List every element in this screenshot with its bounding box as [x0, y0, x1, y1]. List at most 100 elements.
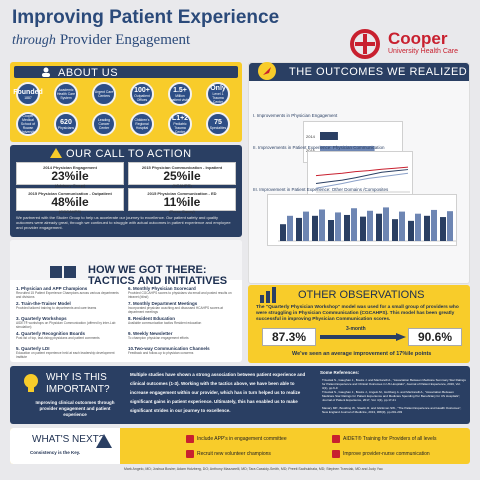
- about-stat-label: Physicians: [57, 125, 75, 130]
- about-heading: ABOUT US: [58, 67, 119, 79]
- tactic-title: 8. Resident Education: [128, 316, 176, 321]
- cta-box-value: 25%ile: [163, 169, 201, 183]
- why-middle-text: Multiple studies have shown a strong ass…: [130, 372, 306, 413]
- tactic-desc: Education on patient experience held at …: [16, 351, 115, 359]
- next-item-text: Include APP's in engagement committee: [197, 436, 287, 442]
- tactic-title: 1. Physician and APP Champions: [16, 286, 88, 291]
- tactics-heading-1: HOW WE GOT THERE:: [88, 264, 207, 276]
- next-panel: WHAT'S NEXT? Consistency is the Key. Inc…: [10, 428, 470, 464]
- before-percent: 87.3%: [262, 328, 316, 346]
- chart-bar: [280, 224, 286, 241]
- about-stat: Only Level 1 Trauma Center: [206, 82, 230, 106]
- mountain-icon: [96, 434, 112, 448]
- about-stat: 100+ Outpatient Offices: [130, 82, 154, 106]
- logo-subtitle: University Health Care: [388, 48, 459, 55]
- tactic-title: 3. Quarterly Workshops: [16, 316, 67, 321]
- chart-bar: [296, 217, 302, 241]
- about-stat: Leading Cancer Center: [92, 112, 116, 136]
- cta-box-sub: (Press Ganey): [169, 209, 195, 214]
- tactic-item: 2. Train-the-Trainer Model Provided tailo…: [16, 301, 124, 310]
- subtitle-text: Provider Engagement: [59, 32, 191, 48]
- chart-bar: [351, 208, 357, 241]
- chart-bar: [360, 216, 366, 241]
- about-stat: Urgent Care Centers: [92, 82, 116, 106]
- outcome-label-3: III. Improvement in Patient Experience: …: [253, 187, 389, 192]
- tactic-desc: AIDET® workshops on Physician Communicat…: [16, 321, 116, 329]
- cta-box-3: 2015 Physician Communication - Outpatien…: [16, 188, 124, 214]
- outcome-label-2: II. Improvements in Patient Experience: …: [253, 145, 385, 150]
- about-stat-value: 620: [60, 118, 72, 126]
- next-item-text: Recruit new volunteer champions: [197, 451, 271, 457]
- chart-bar: [431, 209, 437, 241]
- chart-bar: [312, 215, 318, 241]
- about-stat-value: 75: [214, 118, 222, 126]
- poster-subtitle: through Provider Engagement: [12, 32, 190, 49]
- next-item-2: Recruit new volunteer champions: [186, 450, 271, 458]
- about-stat-value: 1.5+: [173, 86, 187, 94]
- arrow-label: 3-month: [346, 326, 366, 332]
- why-heading-1: WHY IS THIS: [46, 372, 107, 383]
- observations-panel: OTHER OBSERVATIONS The "Quarterly Physic…: [248, 285, 470, 363]
- tactic-item: 6. Monthly Physician Scorecard Provided C…: [128, 286, 236, 299]
- logo-name: Cooper: [388, 29, 448, 48]
- chart-bar: [328, 220, 334, 241]
- chart-bar: [344, 214, 350, 241]
- cta-box-value: 48%ile: [51, 195, 89, 209]
- chart-bar: [383, 207, 389, 241]
- tactic-title: 7. Monthly Department Meetings: [128, 301, 198, 306]
- tactic-title: 5. Quarterly LDI: [16, 346, 50, 351]
- tactic-title: 2. Train-the-Trainer Model: [16, 301, 71, 306]
- next-tagline: Consistency is the Key.: [30, 450, 81, 455]
- tactic-item: 9. Weekly Newsletter To champion physicia…: [128, 331, 236, 340]
- about-stat: Children's Regional Hospital: [130, 112, 154, 136]
- after-percent: 90.6%: [408, 328, 462, 346]
- chart-bar: [320, 146, 375, 154]
- about-stat-label: Million patient visits: [170, 93, 190, 102]
- cta-box-4: 2015 Physician Communication - ED 11%ile…: [128, 188, 236, 214]
- arrow-right-icon: [186, 450, 194, 458]
- about-stat-label: Academic Health Care System: [56, 88, 76, 100]
- tactic-desc: Provided CGCAHPS scores to physicians vi…: [128, 291, 232, 299]
- cta-note: We partnered with the Studer Group to he…: [16, 215, 231, 230]
- about-stat-label: Specialties: [209, 125, 227, 130]
- tactics-heading-2: TACTICS AND INITIATIVES: [88, 275, 228, 287]
- authors: Mark Angelo, MD; Joshua Bosire; Adam Hol…: [124, 467, 383, 471]
- ref-1: Trzeciak S., Gaughan J., Bosire J. and M…: [322, 378, 466, 390]
- book-icon: [50, 266, 76, 278]
- tactic-item: 7. Monthly Department Meetings Incorporat…: [128, 301, 236, 314]
- chart-bar: [392, 219, 398, 241]
- chart-bar: [447, 211, 453, 241]
- chart-bar: [335, 212, 341, 241]
- next-item-text: Improve provider-nurse communication: [343, 451, 430, 457]
- next-item-4: Improve provider-nurse communication: [332, 450, 430, 458]
- cta-box-sub: (HCAHPS): [172, 183, 192, 188]
- about-stat: 620 Physicians: [54, 112, 78, 136]
- cta-box-1: 2014 Physician Engagement 23%ile (Adviso…: [16, 162, 124, 188]
- tactic-item: 8. Resident Education Available communica…: [128, 316, 236, 325]
- tactics-panel: HOW WE GOT THERE: TACTICS AND INITIATIVE…: [10, 240, 242, 362]
- about-stat-label: 1887: [24, 95, 32, 100]
- observations-text: The "Quarterly Physician Workshop" model…: [256, 305, 459, 322]
- cta-box-2: 2015 Physician Communication - Inpatient…: [128, 162, 236, 188]
- about-stat-label: Outpatient Offices: [134, 93, 150, 102]
- arrow-right-icon: [186, 435, 194, 443]
- cooper-logo-icon: [350, 29, 380, 59]
- chart-bar: [415, 213, 421, 241]
- about-stat-label: Leading Cancer Center: [97, 118, 111, 130]
- tactic-item: 3. Quarterly Workshops AIDET® workshops o…: [16, 316, 124, 329]
- rocket-icon: [258, 62, 276, 80]
- about-stat-label: Cooper Medical School of Rowan Universit…: [20, 114, 36, 134]
- cta-box-value: 23%ile: [51, 169, 89, 183]
- through-word: through: [12, 33, 56, 48]
- chart-bar: [319, 209, 325, 241]
- tactic-desc: Provided tailored training to department…: [16, 306, 97, 310]
- about-stat-value: Only: [210, 84, 226, 92]
- cta-box-title: 2015 Physician Communication - ED: [147, 191, 217, 196]
- outcome-label-1: I. Improvements in Physician Engagement: [253, 113, 338, 118]
- about-stat: Academic Health Care System: [54, 82, 78, 106]
- about-panel: ABOUT US Founded 1887 Academic Health Care…: [10, 62, 242, 142]
- tactic-item: 5. Quarterly LDI Education on patient exp…: [16, 346, 124, 359]
- ref-3: Manary MP., Boulding W., Staelin R. and …: [322, 406, 462, 414]
- chart-bar: [320, 132, 338, 140]
- why-heading-2: IMPORTANT?: [46, 384, 110, 395]
